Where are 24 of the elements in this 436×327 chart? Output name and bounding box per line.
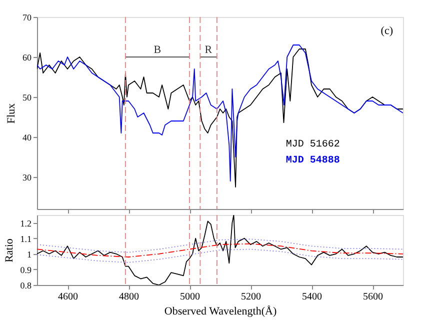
- series-label: MJD 51662: [286, 140, 340, 151]
- y-tick-label: 0.9: [20, 264, 32, 275]
- y-axis-title: Ratio: [3, 238, 16, 262]
- x-tick-label: 5200: [241, 292, 261, 302]
- y-tick-label: 60: [22, 52, 32, 62]
- y-tick-label: 30: [22, 172, 32, 182]
- x-tick-label: 5400: [302, 292, 322, 302]
- y-tick-label: 1.2: [20, 218, 32, 228]
- y-axis-title: Flux: [6, 102, 18, 124]
- y-tick-label: 50: [22, 92, 32, 102]
- y-tick-label: 0.8: [20, 280, 32, 290]
- y-tick-label: 40: [22, 132, 32, 142]
- y-tick-label: 1.1: [20, 234, 32, 244]
- text: MJD 54888: [286, 156, 340, 167]
- annotation: B: [154, 44, 162, 56]
- x-tick-label: 5600: [363, 292, 383, 302]
- annotation: R: [204, 44, 213, 56]
- x-tick-label: 4600: [58, 292, 78, 302]
- x-axis-title: Observed Wavelength(Å): [164, 304, 277, 318]
- y-tick-label: 70: [22, 12, 32, 22]
- y-tick-label: 1: [27, 249, 32, 260]
- annotation: (c): [380, 25, 394, 37]
- x-tick-label: 5000: [180, 292, 200, 302]
- x-tick-label: 4800: [119, 292, 139, 302]
